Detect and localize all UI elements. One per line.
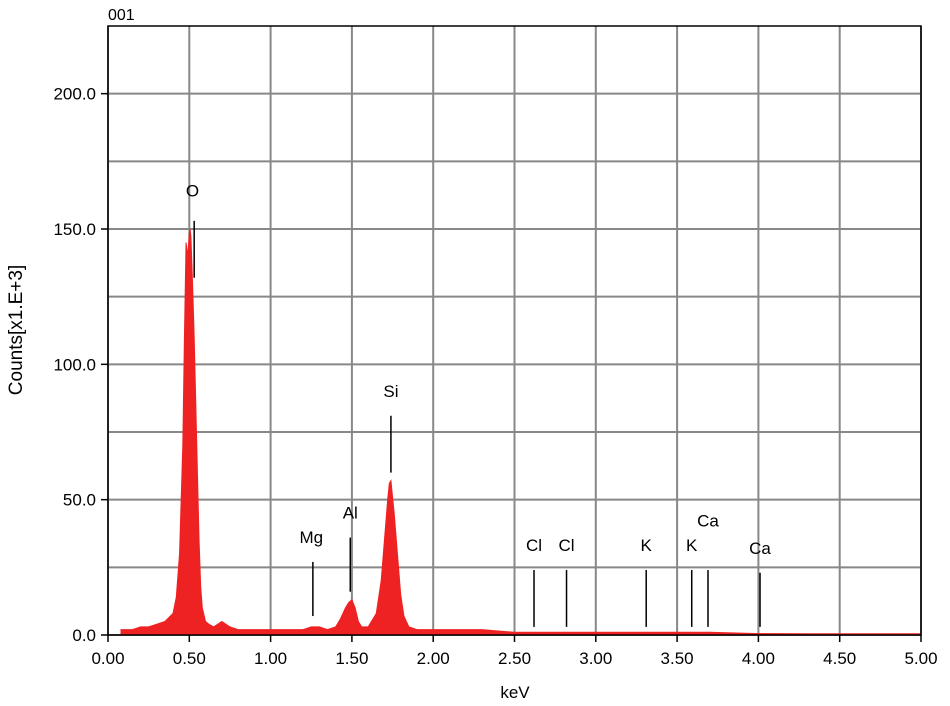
peak-label: Cl — [526, 536, 542, 555]
x-tick-label: 0.00 — [91, 649, 124, 668]
y-tick-label: 150.0 — [53, 220, 96, 239]
x-tick-label: 4.00 — [742, 649, 775, 668]
chart-title: 001 — [108, 7, 135, 24]
x-axis-ticks: 0.00 0.50 1.00 1.50 2.00 2.50 3.00 3.50 4.00 4.50… — [91, 635, 938, 668]
x-tick-label: 2.00 — [417, 649, 450, 668]
peak-markers: O Mg Al Si Cl Cl K K Ca Ca — [186, 182, 771, 627]
spectrum-area — [120, 228, 922, 636]
x-tick-label: 5.00 — [904, 649, 937, 668]
peak-label: Cl — [559, 536, 575, 555]
x-tick-label: 3.00 — [579, 649, 612, 668]
x-tick-label: 1.00 — [254, 649, 287, 668]
y-axis-label: Counts[x1.E+3] — [6, 265, 27, 395]
x-tick-label: 1.50 — [335, 649, 368, 668]
peak-label: K — [686, 536, 698, 555]
peak-label: Al — [343, 504, 358, 523]
x-tick-label: 2.50 — [498, 649, 531, 668]
y-tick-label: 0.0 — [72, 626, 96, 645]
x-axis-label: keV — [500, 683, 530, 702]
peak-label: Mg — [299, 528, 323, 547]
peak-label: O — [186, 182, 199, 201]
peak-label: Si — [383, 382, 398, 401]
peak-label: Ca — [749, 539, 771, 558]
y-axis-ticks: 0.0 50.0 100.0 150.0 200.0 — [53, 85, 108, 645]
peak-label: Ca — [697, 512, 719, 531]
x-tick-label: 3.50 — [661, 649, 694, 668]
y-tick-label: 200.0 — [53, 85, 96, 104]
spectrum-series — [120, 228, 922, 636]
y-tick-label: 100.0 — [53, 355, 96, 374]
y-tick-label: 50.0 — [63, 491, 96, 510]
x-tick-label: 4.50 — [823, 649, 856, 668]
x-tick-label: 0.50 — [173, 649, 206, 668]
peak-label: K — [641, 536, 653, 555]
grid — [107, 26, 922, 636]
